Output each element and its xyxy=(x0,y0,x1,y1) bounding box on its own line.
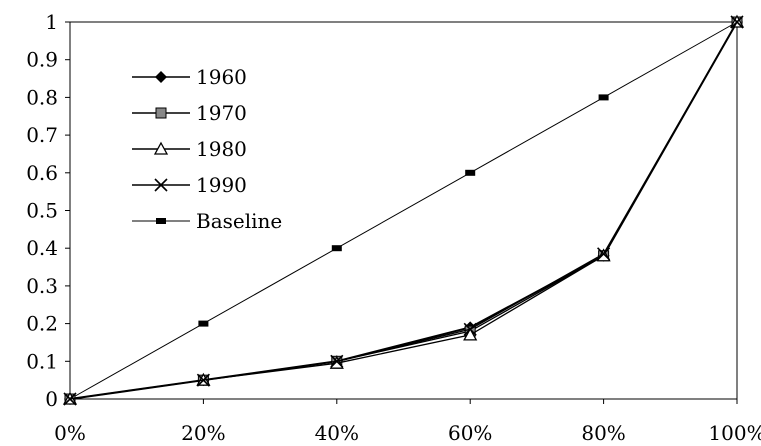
x-tick-label: 20% xyxy=(181,421,225,445)
y-tick-label: 1 xyxy=(45,10,58,34)
x-tick-label: 60% xyxy=(448,421,492,445)
legend-marker xyxy=(153,141,169,155)
legend-item-1960: 1960 xyxy=(132,65,247,89)
x-tick-label: 100% xyxy=(708,421,761,445)
legend-marker xyxy=(155,107,167,119)
legend-marker xyxy=(154,178,168,192)
series-line-baseline xyxy=(69,21,738,400)
y-tick-label: 0.5 xyxy=(26,199,58,223)
data-point-1990 xyxy=(63,392,77,406)
data-point-1990 xyxy=(730,15,744,29)
legend-label: 1970 xyxy=(196,101,247,125)
x-ticks: 0% 20% 40% 60% 80% 100% xyxy=(54,399,761,445)
y-tick-label: 0.6 xyxy=(26,161,58,185)
series-line-1990 xyxy=(69,21,738,400)
data-point-1980 xyxy=(329,355,344,369)
data-point-1990 xyxy=(196,373,210,387)
y-ticks: 0 0.1 0.2 0.3 0.4 0.5 0.6 0.7 0.8 0.9 1 xyxy=(26,10,70,411)
x-tick-label: 0% xyxy=(54,421,86,445)
legend-marker xyxy=(156,218,166,224)
data-point-1980 xyxy=(463,327,478,341)
y-tick-label: 0.4 xyxy=(26,236,58,260)
series-1990 xyxy=(63,15,744,406)
legend: 1960 1970 1980 1990 Baseline xyxy=(132,65,282,233)
data-point-baseline xyxy=(331,245,342,252)
legend-item-1980: 1980 xyxy=(132,137,247,161)
data-point-1990 xyxy=(330,354,344,368)
legend-label: 1990 xyxy=(196,173,247,197)
data-point-baseline xyxy=(198,320,209,327)
legend-marker xyxy=(155,71,167,83)
data-point-1990 xyxy=(597,247,611,261)
legend-item-1990: 1990 xyxy=(132,173,247,197)
series-layer xyxy=(62,14,745,406)
legend-item-1970: 1970 xyxy=(132,101,247,125)
data-point-baseline xyxy=(598,94,609,101)
y-tick-label: 0.8 xyxy=(26,85,58,109)
legend-label: 1960 xyxy=(196,65,247,89)
x-tick-label: 80% xyxy=(581,421,625,445)
y-tick-label: 0.7 xyxy=(26,123,58,147)
legend-label: Baseline xyxy=(196,209,282,233)
y-tick-label: 0.2 xyxy=(26,312,58,336)
y-tick-label: 0.3 xyxy=(26,274,58,298)
y-tick-label: 0 xyxy=(45,387,58,411)
y-tick-label: 0.1 xyxy=(26,349,58,373)
data-point-1990 xyxy=(463,322,477,336)
data-point-baseline xyxy=(465,169,476,176)
y-tick-label: 0.9 xyxy=(26,48,58,72)
x-tick-label: 40% xyxy=(315,421,359,445)
legend-item-baseline: Baseline xyxy=(132,209,282,233)
legend-label: 1980 xyxy=(196,137,247,161)
